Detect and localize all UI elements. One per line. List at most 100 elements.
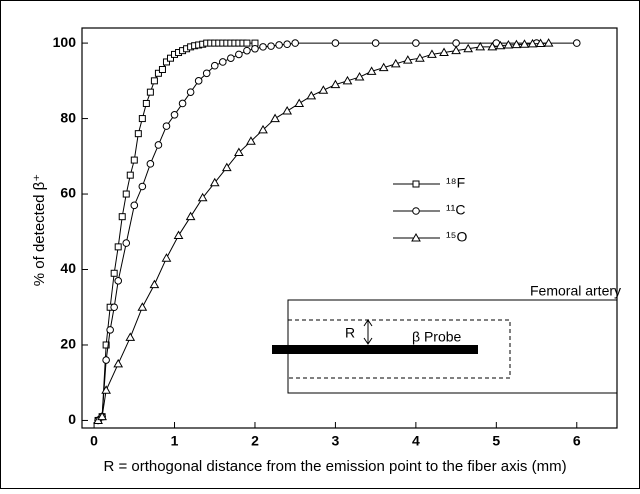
data-point <box>243 39 251 47</box>
data-point <box>283 40 291 49</box>
legend-label: ¹⁸F <box>446 175 465 191</box>
data-point <box>166 54 174 62</box>
plot-area <box>81 27 618 429</box>
data-point <box>185 211 196 221</box>
data-point <box>543 38 554 47</box>
data-point <box>142 99 150 107</box>
data-point <box>102 341 110 349</box>
data-point <box>114 243 122 251</box>
data-point <box>149 279 160 289</box>
x-tick-label: 6 <box>573 433 581 449</box>
data-point <box>125 332 136 341</box>
data-point <box>451 45 461 55</box>
x-tick-label: 3 <box>332 433 340 449</box>
data-point <box>110 303 118 312</box>
y-tick-label: 80 <box>60 109 76 125</box>
data-point <box>178 99 187 108</box>
data-point <box>130 156 138 164</box>
data-point <box>102 356 110 364</box>
y-tick-label: 40 <box>60 260 76 276</box>
radius-label: R <box>345 325 355 341</box>
data-point <box>366 66 377 75</box>
data-point <box>146 88 154 96</box>
data-point <box>113 358 124 368</box>
data-point <box>114 277 123 285</box>
data-point <box>162 122 171 130</box>
data-point <box>402 55 413 64</box>
data-point <box>275 41 283 49</box>
data-point <box>101 385 111 394</box>
data-point <box>122 239 131 247</box>
data-point <box>134 130 142 138</box>
data-point <box>221 162 232 172</box>
x-tick-label: 0 <box>90 433 98 449</box>
inset-diagram: Femoral artery R β Probe <box>272 283 621 394</box>
data-point <box>427 49 437 58</box>
y-axis-label: % of detected β⁺ <box>31 174 48 286</box>
data-point <box>306 90 317 100</box>
legend-label: ¹⁵O <box>446 229 467 245</box>
arrow-heads <box>363 319 373 345</box>
legend-label: ¹¹C <box>446 202 465 218</box>
data-point <box>138 182 147 191</box>
data-point <box>161 253 172 262</box>
probe-label: β Probe <box>412 329 462 345</box>
data-point <box>162 58 170 66</box>
data-point <box>342 75 353 85</box>
data-point <box>130 201 139 210</box>
data-point <box>354 72 365 81</box>
data-point <box>258 124 268 134</box>
data-point <box>126 171 134 179</box>
data-point <box>118 213 126 221</box>
data-point <box>527 38 538 48</box>
probe-bar <box>272 345 478 354</box>
data-point <box>173 230 184 240</box>
data-point <box>511 39 522 49</box>
data-point <box>390 58 401 68</box>
data-point <box>227 54 235 62</box>
data-point <box>475 41 486 51</box>
data-point <box>294 98 305 107</box>
data-point <box>259 43 267 51</box>
data-point <box>243 46 251 55</box>
inset-title: Femoral artery <box>530 283 621 299</box>
x-tick-label: 2 <box>251 433 259 449</box>
y-tick-label: 60 <box>60 185 76 201</box>
data-point <box>371 39 380 47</box>
data-point <box>106 326 114 334</box>
data-point <box>378 62 389 72</box>
data-point <box>194 77 203 85</box>
data-point <box>412 39 420 47</box>
x-axis-label: R = orthogonal distance from the emissio… <box>103 458 566 475</box>
data-point <box>122 190 130 198</box>
data-point <box>519 39 530 48</box>
data-point <box>137 302 148 311</box>
data-point <box>246 136 256 145</box>
data-point <box>235 50 243 59</box>
legend-marker <box>411 232 421 242</box>
data-point <box>330 79 341 89</box>
data-point <box>251 44 259 53</box>
data-point <box>487 41 498 51</box>
data-point <box>234 147 244 157</box>
x-tick-label: 1 <box>171 433 179 449</box>
data-point <box>495 40 506 50</box>
data-point <box>503 39 514 49</box>
data-point <box>202 69 211 78</box>
data-point <box>267 42 275 50</box>
x-tick-label: 4 <box>412 433 420 449</box>
data-point <box>186 88 195 96</box>
data-point <box>154 141 163 149</box>
data-point <box>452 39 460 47</box>
data-point <box>463 43 474 53</box>
legend-marker <box>412 207 420 215</box>
data-point <box>146 160 155 168</box>
y-tick-label: 100 <box>53 34 77 50</box>
data-point <box>150 77 158 85</box>
data-point <box>138 115 146 123</box>
data-point <box>158 66 166 74</box>
x-tick-label: 5 <box>492 433 500 449</box>
data-point <box>170 110 179 119</box>
